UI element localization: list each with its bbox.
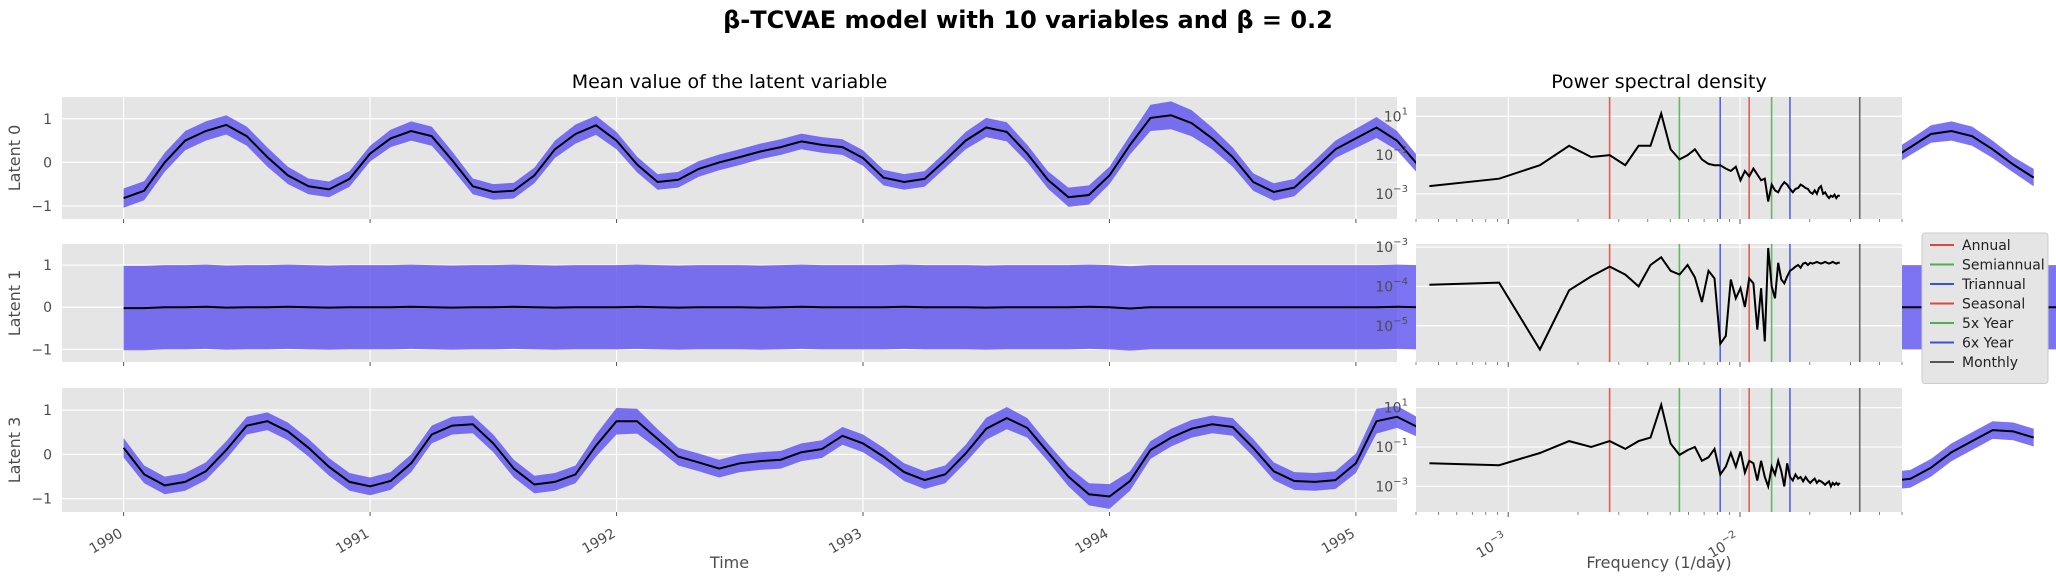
x-axis-label: Time xyxy=(709,553,749,572)
psd-y-tick-label: 10−5 xyxy=(1375,316,1408,335)
x-tick-label: 1995 xyxy=(1319,526,1358,558)
legend-entry: Semiannual xyxy=(1962,258,2045,274)
legend-entry: 5x Year xyxy=(1962,316,2014,332)
legend-entry: 6x Year xyxy=(1962,336,2014,352)
figure-title: β-TCVAE model with 10 variables and β = … xyxy=(723,6,1333,34)
y-tick-label: −1 xyxy=(31,492,52,508)
psd-y-tick-label: 10−4 xyxy=(1375,276,1408,295)
psd-y-tick-label: 10−3 xyxy=(1375,237,1408,256)
y-tick-label: 1 xyxy=(43,258,52,274)
psd-line xyxy=(1429,401,1841,491)
x-tick-label: 1994 xyxy=(1073,526,1112,558)
psd-y-tick-label: 101 xyxy=(1384,106,1408,125)
psd-y-tick-label: 10−1 xyxy=(1375,145,1408,164)
psd-line xyxy=(1429,247,1840,352)
y-tick-label: −1 xyxy=(31,342,52,358)
y-tick-label: 0 xyxy=(43,300,52,316)
legend-entry: Triannual xyxy=(1961,277,2026,293)
psd-line xyxy=(1429,109,1840,202)
psd-plot-area xyxy=(1416,97,1902,219)
legend: Annual Semiannual Triannual Seasonal 5x Year… xyxy=(1921,232,2049,384)
psd-x-axis-label: Frequency (1/day) xyxy=(1586,553,1731,572)
time-series-title: Mean value of the latent variable xyxy=(572,71,888,93)
psd-x-tick-label: 10−3 xyxy=(1472,529,1510,562)
y-tick-label: 0 xyxy=(43,155,52,171)
uncertainty-band xyxy=(123,405,2034,509)
x-tick-label: 1991 xyxy=(333,526,372,558)
x-tick-label: 1993 xyxy=(826,526,865,558)
x-tick-label: 1992 xyxy=(580,526,619,558)
psd-plot-area xyxy=(1416,388,1902,512)
psd-y-tick-label: 101 xyxy=(1384,398,1408,417)
legend-entry: Monthly xyxy=(1962,355,2018,371)
y-tick-label: 1 xyxy=(43,112,52,128)
y-axis-label: Latent 3 xyxy=(5,417,24,484)
psd-plot-area xyxy=(1416,244,1902,362)
psd-panel-group: Power spectral density 101 10−1 10−3 10−3 10−… xyxy=(1375,71,1903,572)
psd-y-tick-label: 10−3 xyxy=(1375,476,1408,495)
y-tick-label: 0 xyxy=(43,447,52,463)
y-axis-label: Latent 1 xyxy=(5,270,24,337)
psd-title: Power spectral density xyxy=(1551,71,1766,93)
psd-y-tick-label: 10−3 xyxy=(1375,184,1408,203)
legend-box xyxy=(1921,232,2049,384)
y-tick-label: 1 xyxy=(43,403,52,419)
psd-y-tick-label: 10−1 xyxy=(1375,437,1408,456)
y-axis-label: Latent 0 xyxy=(5,125,24,192)
y-tick-label: −1 xyxy=(31,199,52,215)
time-series-plot-area xyxy=(62,388,1397,512)
x-tick-label: 1990 xyxy=(87,526,126,558)
legend-entry: Annual xyxy=(1962,238,2011,254)
legend-entry: Seasonal xyxy=(1962,297,2025,313)
